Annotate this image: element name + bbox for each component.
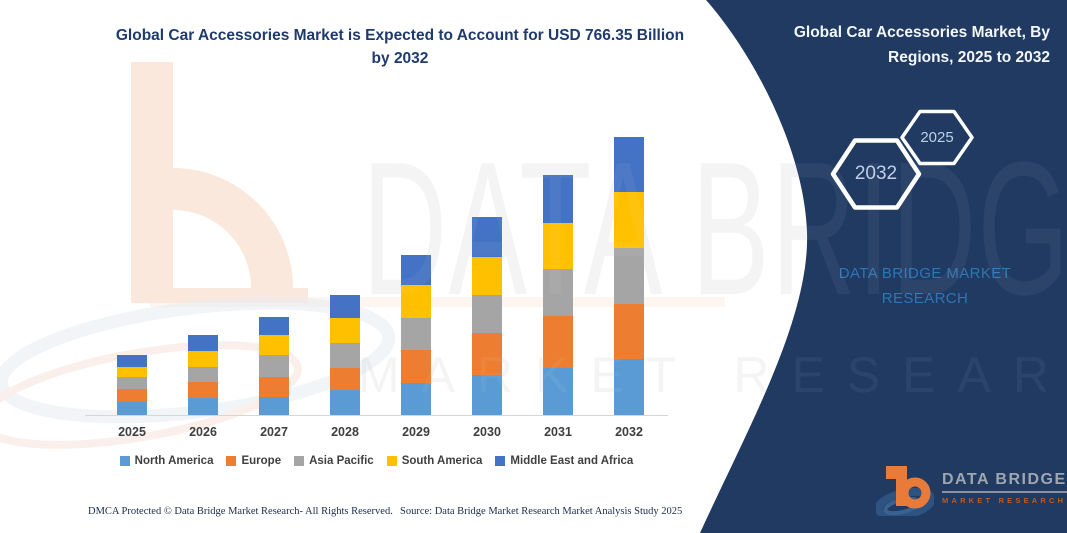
legend-label: Middle East and Africa xyxy=(510,455,634,467)
x-axis-tick-label: 2030 xyxy=(473,425,501,439)
bar-segment xyxy=(259,396,289,415)
legend-label: North America xyxy=(134,455,214,467)
bar-segment xyxy=(117,354,147,367)
bar-segment xyxy=(472,333,502,376)
legend-label: Asia Pacific xyxy=(309,455,374,467)
bar-segment xyxy=(543,367,573,415)
bar-segment xyxy=(401,383,431,415)
company-logo-brand: DATA BRIDGE xyxy=(942,471,1067,489)
bar-segment xyxy=(188,397,218,415)
bar-segment xyxy=(401,255,431,286)
bar-segment xyxy=(543,222,573,269)
bar-segment xyxy=(117,401,147,415)
hexagon-outline xyxy=(900,109,974,166)
company-logo: DATA BRIDGE MARKET RESEARCH xyxy=(876,460,1067,516)
bar-segment xyxy=(472,375,502,415)
bar-segment xyxy=(330,389,360,415)
footer-source: Source: Data Bridge Market Research Mark… xyxy=(400,506,683,517)
chart-title: Global Car Accessories Market is Expecte… xyxy=(115,27,685,68)
legend-label: South America xyxy=(401,455,483,467)
bar-segment xyxy=(543,174,573,223)
x-axis-tick-label: 2025 xyxy=(118,425,146,439)
bar-segment xyxy=(543,268,573,316)
bar-segment xyxy=(259,334,289,355)
legend-swatch xyxy=(386,456,397,466)
bar-segment xyxy=(259,376,289,397)
bar-segment xyxy=(330,342,360,368)
x-axis-line xyxy=(85,415,668,416)
panel-brand-text: DATA BRIDGE MARKET RESEARCH xyxy=(838,265,1012,307)
legend-swatch xyxy=(119,456,130,466)
bar-segment xyxy=(401,285,431,319)
x-axis-tick-label: 2029 xyxy=(402,425,430,439)
x-axis-tick-label: 2032 xyxy=(615,425,643,439)
legend-swatch xyxy=(226,456,237,466)
bar-segment xyxy=(543,315,573,368)
bar-segment xyxy=(401,318,431,351)
hexagon-badge-2032: 2032 xyxy=(830,136,922,212)
bar-segment xyxy=(614,137,644,193)
bar-segment xyxy=(614,192,644,249)
company-logo-sub: MARKET RESEARCH xyxy=(942,495,1067,505)
legend-item: Asia Pacific xyxy=(294,455,374,467)
legend-item: North America xyxy=(119,455,214,467)
company-logo-icon xyxy=(876,466,934,516)
hexagon-outline xyxy=(830,138,922,210)
legend-item: Middle East and Africa xyxy=(495,455,633,467)
hexagon-label: 2025 xyxy=(920,129,954,146)
legend-swatch xyxy=(495,456,506,466)
bar-segment xyxy=(472,256,502,295)
footer-copyright: DMCA Protected © Data Bridge Market Rese… xyxy=(88,506,393,517)
panel-title: Global Car Accessories Market, By Region… xyxy=(793,24,1050,66)
bar-segment xyxy=(472,216,502,257)
bar-segment xyxy=(330,367,360,390)
hexagon-label: 2032 xyxy=(854,163,898,184)
bar-segment xyxy=(614,359,644,415)
company-logo-rule xyxy=(942,491,1067,493)
bar-segment xyxy=(188,335,218,352)
bar-segment xyxy=(188,381,218,398)
legend-item: Europe xyxy=(226,455,281,467)
bar-segment xyxy=(259,354,289,377)
x-axis-tick-label: 2031 xyxy=(544,425,572,439)
bar-segment xyxy=(259,316,289,335)
x-axis-tick-label: 2026 xyxy=(189,425,217,439)
bar-segment xyxy=(117,388,147,402)
x-axis-tick-label: 2028 xyxy=(331,425,359,439)
bar-segment xyxy=(401,350,431,384)
x-axis-tick-label: 2027 xyxy=(260,425,288,439)
bar-segment xyxy=(117,366,147,377)
bar-segment xyxy=(117,376,147,389)
bar-segment xyxy=(614,303,644,360)
bar-segment xyxy=(614,248,644,304)
chart-legend: North America Europe Asia Pacific South Ame… xyxy=(85,455,668,467)
bar-segment xyxy=(472,294,502,333)
bar-segment xyxy=(188,367,218,382)
bar-segment xyxy=(188,351,218,368)
bar-segment xyxy=(330,317,360,343)
hexagon-badge-2025: 2025 xyxy=(900,108,974,167)
bar-segment xyxy=(330,294,360,318)
legend-item: South America xyxy=(386,455,483,467)
legend-label: Europe xyxy=(241,455,282,467)
legend-swatch xyxy=(294,456,305,466)
